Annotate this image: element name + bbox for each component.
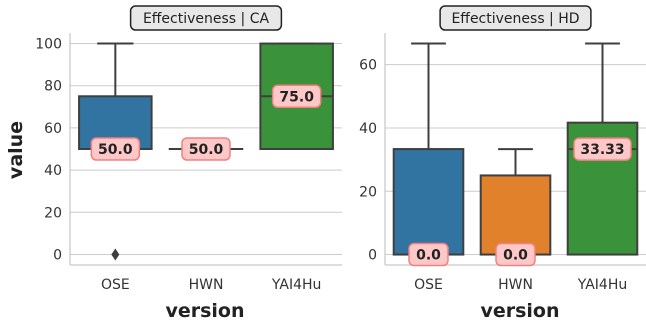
panel-ca: 0 20 40 60 80 100 OSE HWN YAI4Hu 50.0 50.0 75.0 Effe… [35, 5, 342, 293]
y-tick-label: 0 [368, 248, 377, 264]
y-tick-label: 60 [44, 121, 62, 137]
x-axis-label-left: version [165, 300, 244, 320]
y-tick-label: 40 [44, 163, 62, 179]
box-iqr [392, 148, 465, 256]
box-hwn: 50.0 [168, 137, 244, 161]
box-iqr [479, 174, 552, 256]
y-tick-label: 0 [53, 247, 62, 263]
median-label: 50.0 [98, 142, 133, 158]
panel-title: Effectiveness | CA [143, 11, 270, 27]
median-label-badge [90, 137, 141, 161]
y-tick-label: 40 [359, 121, 377, 137]
median-label: 75.0 [279, 89, 314, 105]
median-label: 33.33 [580, 142, 624, 158]
y-tick-label: 80 [44, 79, 62, 95]
x-tick-label: OSE [414, 277, 443, 293]
y-tick-label: 100 [35, 37, 62, 53]
y-axis-label: value [5, 121, 27, 179]
x-axis-label-right: version [480, 300, 559, 320]
median-label: 50.0 [189, 142, 224, 158]
panel-title-box [439, 5, 592, 31]
box-ose: 50.0 [78, 42, 153, 261]
median-label-badge [408, 242, 449, 267]
median-label: 0.0 [503, 248, 528, 264]
box-hwn: 0.0 [479, 148, 552, 267]
x-tick-label: HWN [189, 277, 224, 293]
x-tick-label: YAI4Hu [271, 277, 321, 293]
panel-hd: 0 20 40 60 OSE HWN YAI4Hu 0.0 0.0 33.33 Effectiven… [359, 5, 646, 293]
median-label-badge [271, 84, 322, 109]
median-label-badge [573, 137, 632, 161]
y-tick-label: 20 [44, 205, 62, 221]
median-label-badge [181, 137, 231, 161]
panel-title: Effectiveness | HD [451, 11, 579, 27]
median-label-badge [495, 242, 536, 267]
x-tick-label: OSE [101, 277, 130, 293]
x-tick-label: HWN [498, 277, 533, 293]
box-ose: 0.0 [392, 42, 465, 267]
x-tick-label: YAI4Hu [577, 277, 627, 293]
y-tick-label: 20 [359, 184, 377, 200]
y-tick-label: 60 [359, 58, 377, 74]
panel-title-box [129, 5, 283, 31]
box-yai4hu: 75.0 [259, 42, 334, 150]
box-yai4hu: 33.33 [566, 42, 639, 256]
outlier-point [111, 248, 120, 261]
median-label: 0.0 [416, 248, 441, 264]
